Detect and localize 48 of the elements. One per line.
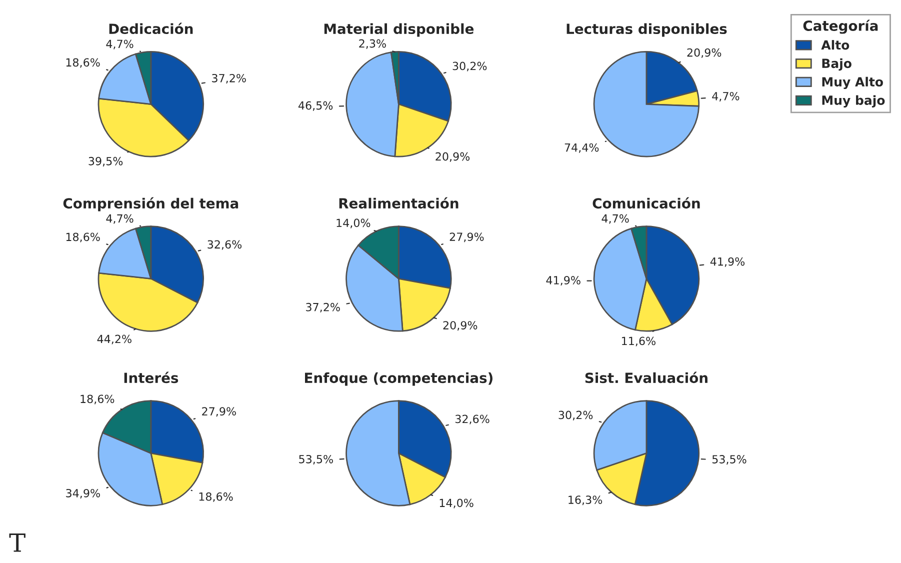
data-label: 27,9% [202, 407, 236, 417]
data-label: 18,6% [199, 492, 233, 502]
data-label: 20,9% [687, 48, 722, 58]
data-label: 20,9% [436, 152, 470, 162]
data-label: 27,9% [450, 232, 484, 242]
legend-label: Bajo [822, 58, 852, 71]
data-label: 44,2% [97, 334, 132, 344]
legend-title: Categoría [803, 20, 878, 34]
data-label: 4,7% [106, 40, 134, 50]
data-label: 16,3% [568, 496, 602, 506]
data-label: 20,9% [443, 321, 478, 331]
legend-label: Muy Alto [822, 76, 883, 90]
data-label: 14,0% [440, 498, 474, 508]
data-label: 14,0% [336, 218, 370, 228]
data-label: 41,9% [546, 276, 580, 286]
data-label: 18,6% [80, 394, 114, 404]
chart-title: Sist. Evaluación [585, 372, 708, 384]
data-label: 53,5% [299, 454, 333, 464]
data-label: 46,5% [298, 101, 333, 111]
chart-title: Enfoque (competencias) [305, 372, 492, 386]
text: Dedicación [109, 22, 193, 34]
data-label: 11,6% [622, 336, 656, 346]
chart-title: Comunicación [592, 197, 700, 209]
data-label: 2,3% [359, 39, 386, 49]
data-label: 32,6% [208, 240, 242, 250]
chart-title: Lecturas disponibles [566, 23, 727, 37]
data-label: 30,2% [452, 62, 487, 72]
chart-title: Comprensión del tema [63, 197, 238, 212]
data-label: 4,7% [712, 92, 740, 102]
chart-title: Material disponible [324, 23, 474, 37]
data-label: 41,9% [710, 257, 745, 267]
text: T [9, 534, 26, 552]
data-label: 4,7% [106, 214, 134, 224]
chart-title: Realimentación [339, 197, 458, 209]
data-label: 32,6% [455, 414, 490, 424]
data-label: 34,9% [66, 488, 100, 498]
data-label: 30,2% [558, 410, 593, 420]
data-label: 74,4% [564, 143, 599, 153]
data-label: 37,2% [212, 74, 246, 84]
legend-label: Muy bajo [822, 95, 885, 108]
data-label: 18,6% [66, 58, 100, 68]
legend-label: Alto [821, 40, 850, 50]
data-label: 39,5% [88, 156, 123, 166]
data-label: 4,7% [602, 214, 629, 224]
data-label: 37,2% [306, 302, 340, 312]
data-label: 18,6% [66, 232, 100, 242]
data-label: 53,5% [712, 455, 746, 465]
chart-title: Interés [124, 372, 178, 384]
